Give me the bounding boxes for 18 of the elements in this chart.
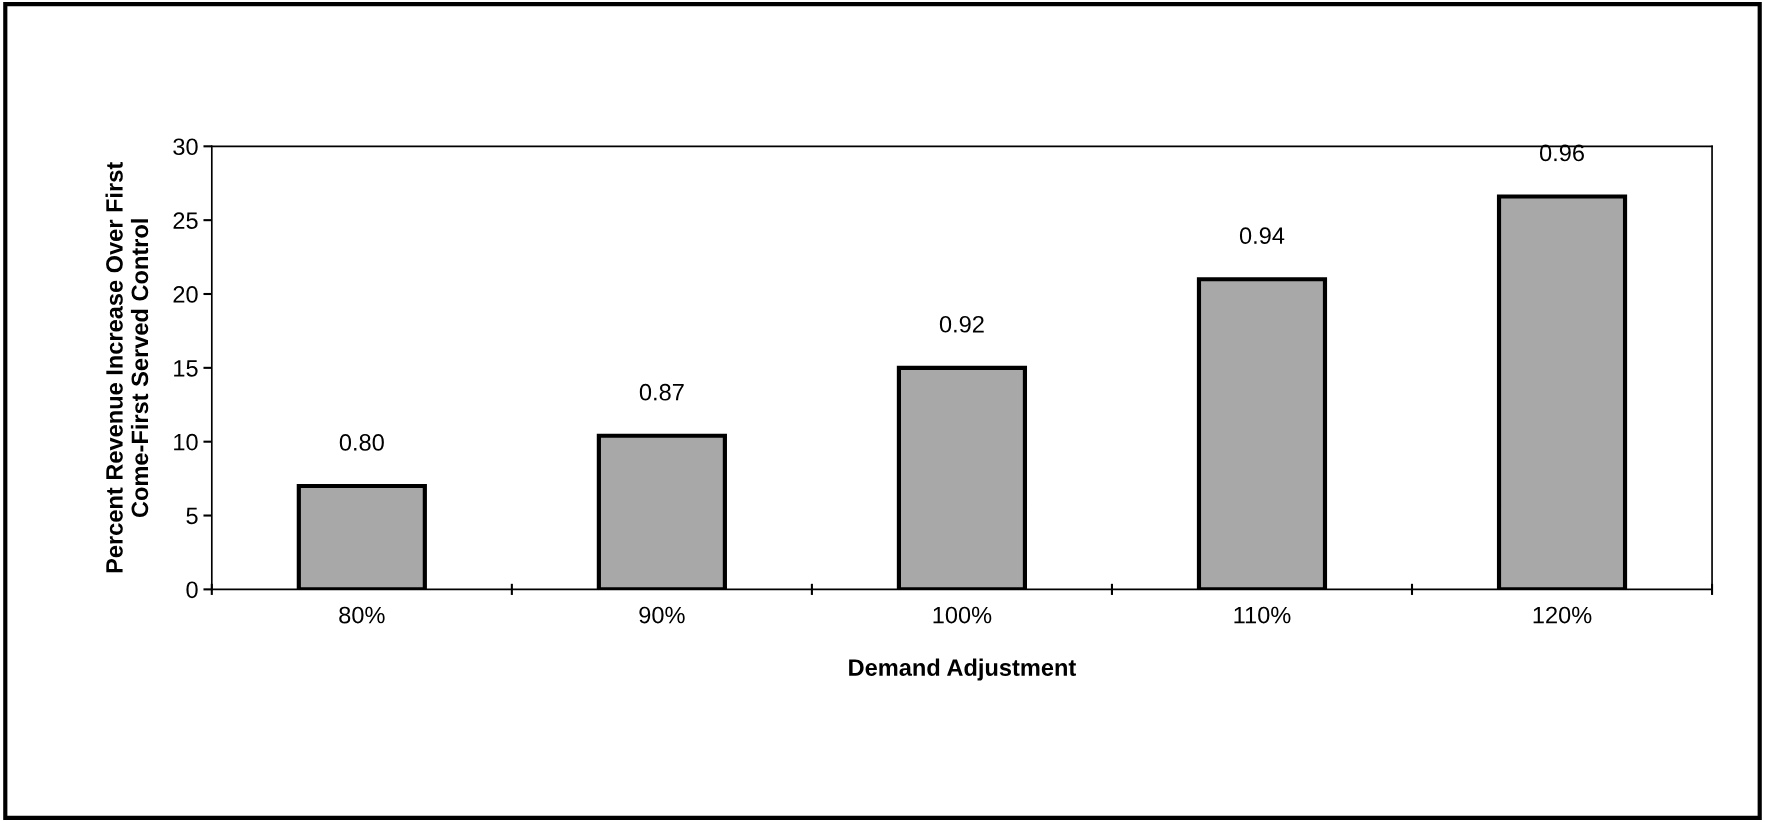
annotation: 0.94 <box>1239 227 1285 245</box>
annotation: 0.80 <box>339 434 384 451</box>
annotation: 0.87 <box>639 383 684 401</box>
x-tick-label: 80% <box>339 606 385 624</box>
x-axis-title: Demand Adjustment <box>849 658 1076 681</box>
y-axis-title: Percent Revenue Increase Over First Come-First Served Control <box>105 162 149 573</box>
y-tick-label: 25 <box>173 212 198 229</box>
y-tick-label: 30 <box>173 138 198 156</box>
y-tick-label: 0 <box>186 581 198 599</box>
x-tick-label: 100% <box>933 606 992 624</box>
y-tick-label: 10 <box>174 433 198 451</box>
x-tick-label: 90% <box>639 606 685 624</box>
y-tick-label: 5 <box>186 507 198 525</box>
y-tick-label: 15 <box>174 360 198 377</box>
x-tick-label: 120% <box>1533 606 1592 624</box>
x-tick-label: 110% <box>1234 606 1291 624</box>
annotation: 0.92 <box>939 315 984 333</box>
y-tick-label: 20 <box>173 286 198 303</box>
